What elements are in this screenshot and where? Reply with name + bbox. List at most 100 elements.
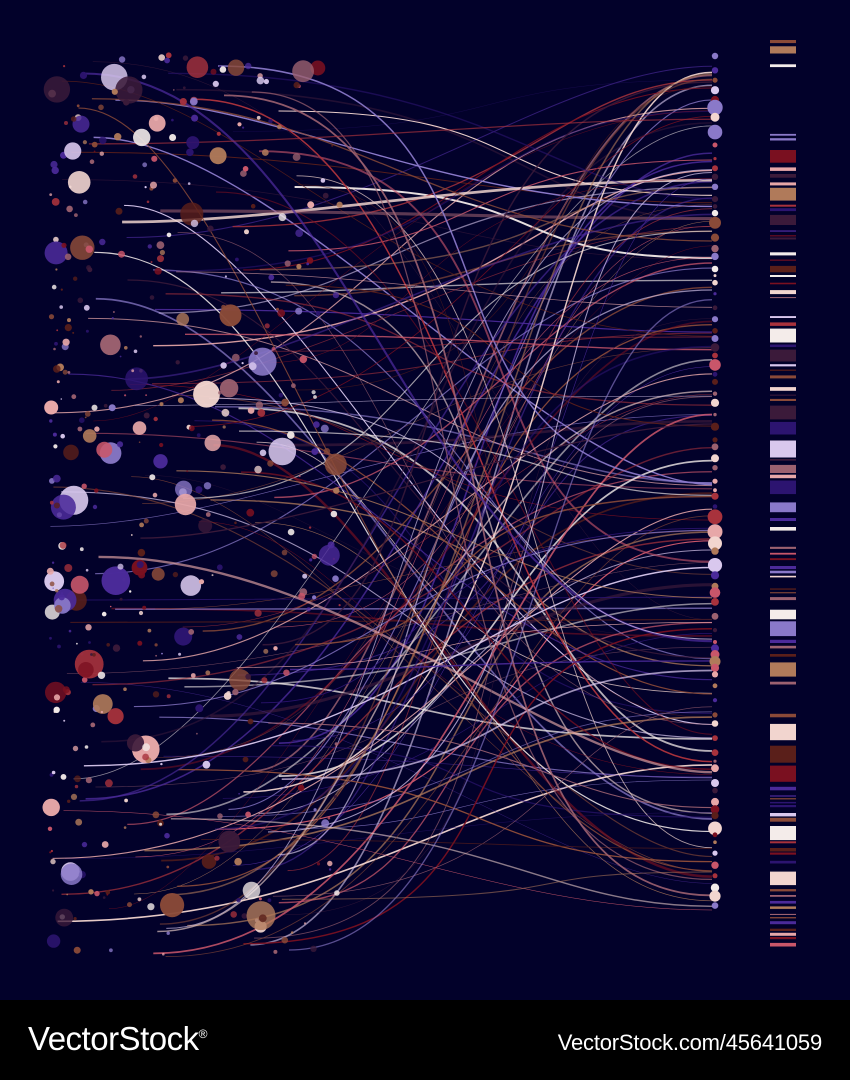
color-bar (770, 459, 796, 461)
scatter-dot (327, 860, 333, 867)
scatter-dot (205, 512, 211, 517)
column-dot (710, 398, 720, 407)
scatter-dot (49, 636, 52, 640)
flow-curve (288, 159, 713, 252)
scatter-dot (147, 244, 152, 249)
flow-curve (238, 407, 713, 752)
watermark-footer: VectorStock® VectorStock.com/45641059 (0, 1000, 850, 1080)
scatter-dot (177, 397, 184, 404)
scatter-dot (92, 504, 98, 510)
column-dot (713, 292, 717, 296)
scatter-dot (70, 575, 89, 594)
scatter-dot (64, 324, 72, 332)
scatter-dot (74, 784, 79, 789)
scatter-dot (223, 692, 232, 700)
color-bar (770, 204, 796, 207)
color-bar (770, 848, 796, 852)
scatter-dot (240, 170, 247, 177)
scatter-dot (241, 913, 248, 919)
scatter-dot (327, 816, 331, 820)
scatter-dot (295, 229, 304, 238)
scatter-dot (82, 140, 87, 145)
scatter-dot (118, 250, 125, 258)
scatter-dot (85, 777, 92, 784)
scatter-dot (336, 201, 343, 208)
scatter-dot (89, 159, 95, 164)
flow-curve (254, 396, 713, 939)
scatter-dot (42, 798, 60, 817)
color-bar (770, 917, 796, 919)
scatter-dot (207, 225, 214, 232)
flow-curve (176, 271, 713, 308)
scatter-dot (256, 76, 265, 85)
registered-mark: ® (198, 1027, 208, 1041)
scatter-dot (154, 267, 162, 275)
scatter-dot (277, 309, 286, 318)
scatter-dot (79, 547, 84, 552)
scatter-dot (287, 431, 295, 439)
color-bar (770, 138, 796, 141)
column-dot (711, 861, 719, 869)
color-bar (770, 464, 796, 473)
flow-curve (281, 871, 713, 900)
scatter-dot (219, 379, 239, 398)
scatter-dot (174, 627, 193, 646)
scatter-dot (71, 394, 77, 400)
scatter-dot (258, 914, 267, 923)
scatter-dot (84, 411, 91, 417)
flow-curve (243, 71, 713, 793)
scatter-dot (268, 118, 273, 124)
artwork-canvas (0, 0, 850, 1000)
scatter-dot (50, 160, 58, 169)
scatter-dot (202, 760, 211, 769)
color-bar (770, 609, 796, 620)
scatter-dot (302, 573, 308, 579)
flow-curve (232, 79, 713, 228)
scatter-dot (315, 311, 321, 316)
column-dot (710, 571, 720, 580)
scatter-dot (188, 629, 195, 635)
scatter-dot (257, 409, 266, 417)
flow-curve (262, 178, 713, 364)
scatter-dot (237, 122, 242, 127)
column-dot (712, 305, 718, 311)
column-dot (709, 216, 721, 229)
scatter-dot (143, 518, 149, 524)
scatter-dot (193, 380, 220, 408)
scatter-dot (224, 275, 227, 278)
column-dot (712, 698, 718, 703)
color-bar (770, 214, 796, 225)
scatter-dot (189, 97, 198, 106)
flow-curve (267, 171, 713, 833)
scatter-dot (106, 893, 109, 896)
scatter-dot (154, 643, 158, 647)
scatter-dot (49, 581, 55, 587)
column-dot (713, 412, 717, 417)
scatter-dot (145, 394, 148, 396)
scatter-dot (59, 541, 67, 549)
scatter-dot (54, 605, 63, 613)
scatter-dot (44, 571, 65, 592)
flow-curve (159, 716, 713, 779)
column-dot (710, 233, 720, 242)
scatter-dot (242, 166, 249, 172)
scatter-dot (190, 673, 196, 678)
flow-curve (140, 320, 713, 771)
scatter-dot (66, 893, 69, 896)
scatter-dot (203, 482, 212, 490)
scatter-dot (227, 59, 245, 76)
flow-curve (166, 169, 713, 929)
flow-curve (219, 711, 713, 817)
flow-curve (168, 72, 713, 200)
scatter-dot (132, 421, 147, 435)
color-bar (770, 662, 796, 677)
scatter-dot (236, 634, 243, 640)
color-bar (770, 841, 796, 844)
scatter-dot (268, 437, 297, 466)
column-dot (712, 712, 718, 718)
scatter-dot (52, 432, 57, 437)
scatter-dot (88, 889, 94, 895)
scatter-dot (186, 148, 194, 157)
scatter-dot (217, 813, 223, 819)
color-bar (770, 230, 796, 232)
